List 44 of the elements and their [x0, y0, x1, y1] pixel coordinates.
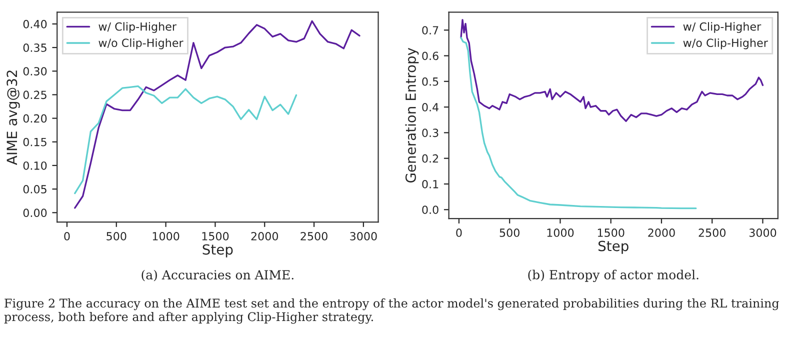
y-tick-label: 0.15	[23, 138, 46, 146]
y-tick-label: 0.0	[422, 206, 438, 214]
y-tick-label: 0.2	[422, 154, 438, 163]
y-tick-label: 0.00	[23, 208, 47, 218]
x-axis-title: Step	[202, 244, 233, 258]
y-tick-label: 0.25	[23, 90, 46, 100]
legend-label: w/ Clip-Higher	[98, 22, 177, 33]
y-tick-label: 0.30	[23, 67, 47, 76]
y-tick-label: 0.1	[422, 180, 438, 188]
y-tick-label: 0.7	[422, 26, 438, 34]
legend-label: w/o Clip-Higher	[683, 38, 768, 50]
line-series	[74, 85, 298, 194]
y-tick-label: 0.35	[23, 44, 46, 52]
x-tick-label: 1000	[547, 228, 574, 237]
y-axis-title: AIME avg@32	[6, 70, 20, 165]
y-tick-label: 0.05	[23, 185, 46, 194]
x-tick-label: 500	[106, 232, 126, 240]
x-tick-label: 3000	[749, 228, 776, 237]
x-tick-label: 2000	[648, 228, 675, 237]
y-tick-label: 0.3	[422, 128, 438, 138]
text: (a) Accuracies on AIME.	[142, 270, 294, 282]
y-tick-label: 0.6	[422, 52, 438, 60]
line-series	[74, 20, 360, 209]
x-tick-label: 1000	[152, 232, 180, 240]
x-tick-label: 1500	[598, 228, 624, 237]
x-tick-label: 0	[456, 228, 462, 237]
y-tick-label: 0.40	[23, 20, 47, 28]
y-tick-label: 0.10	[23, 161, 47, 170]
text: (b) Entropy of actor model.	[528, 270, 698, 282]
legend-label: w/o Clip-Higher	[98, 38, 184, 50]
x-tick-label: 2500	[698, 228, 726, 237]
y-tick-label: 0.4	[422, 103, 438, 112]
y-tick-label: 0.5	[422, 77, 438, 86]
x-axis-title: Step	[598, 240, 628, 254]
caption: Figure 2 The accuracy on the AIME test set and the entropy of the actor model's generated probabilities during the RL training process, both before and after applying Clip-Higher strategy.	[4, 298, 779, 324]
x-tick-label: 500	[500, 228, 520, 237]
x-tick-label: 2000	[251, 232, 278, 240]
x-tick-label: 2500	[300, 232, 328, 240]
x-tick-label: 0	[64, 232, 70, 240]
legend-label: w/ Clip-Higher	[683, 22, 762, 33]
y-axis-title: Generation Entropy	[405, 48, 419, 183]
y-tick-label: 0.20	[23, 114, 47, 123]
x-tick-label: 3000	[350, 232, 377, 240]
x-tick-label: 1500	[202, 232, 229, 240]
